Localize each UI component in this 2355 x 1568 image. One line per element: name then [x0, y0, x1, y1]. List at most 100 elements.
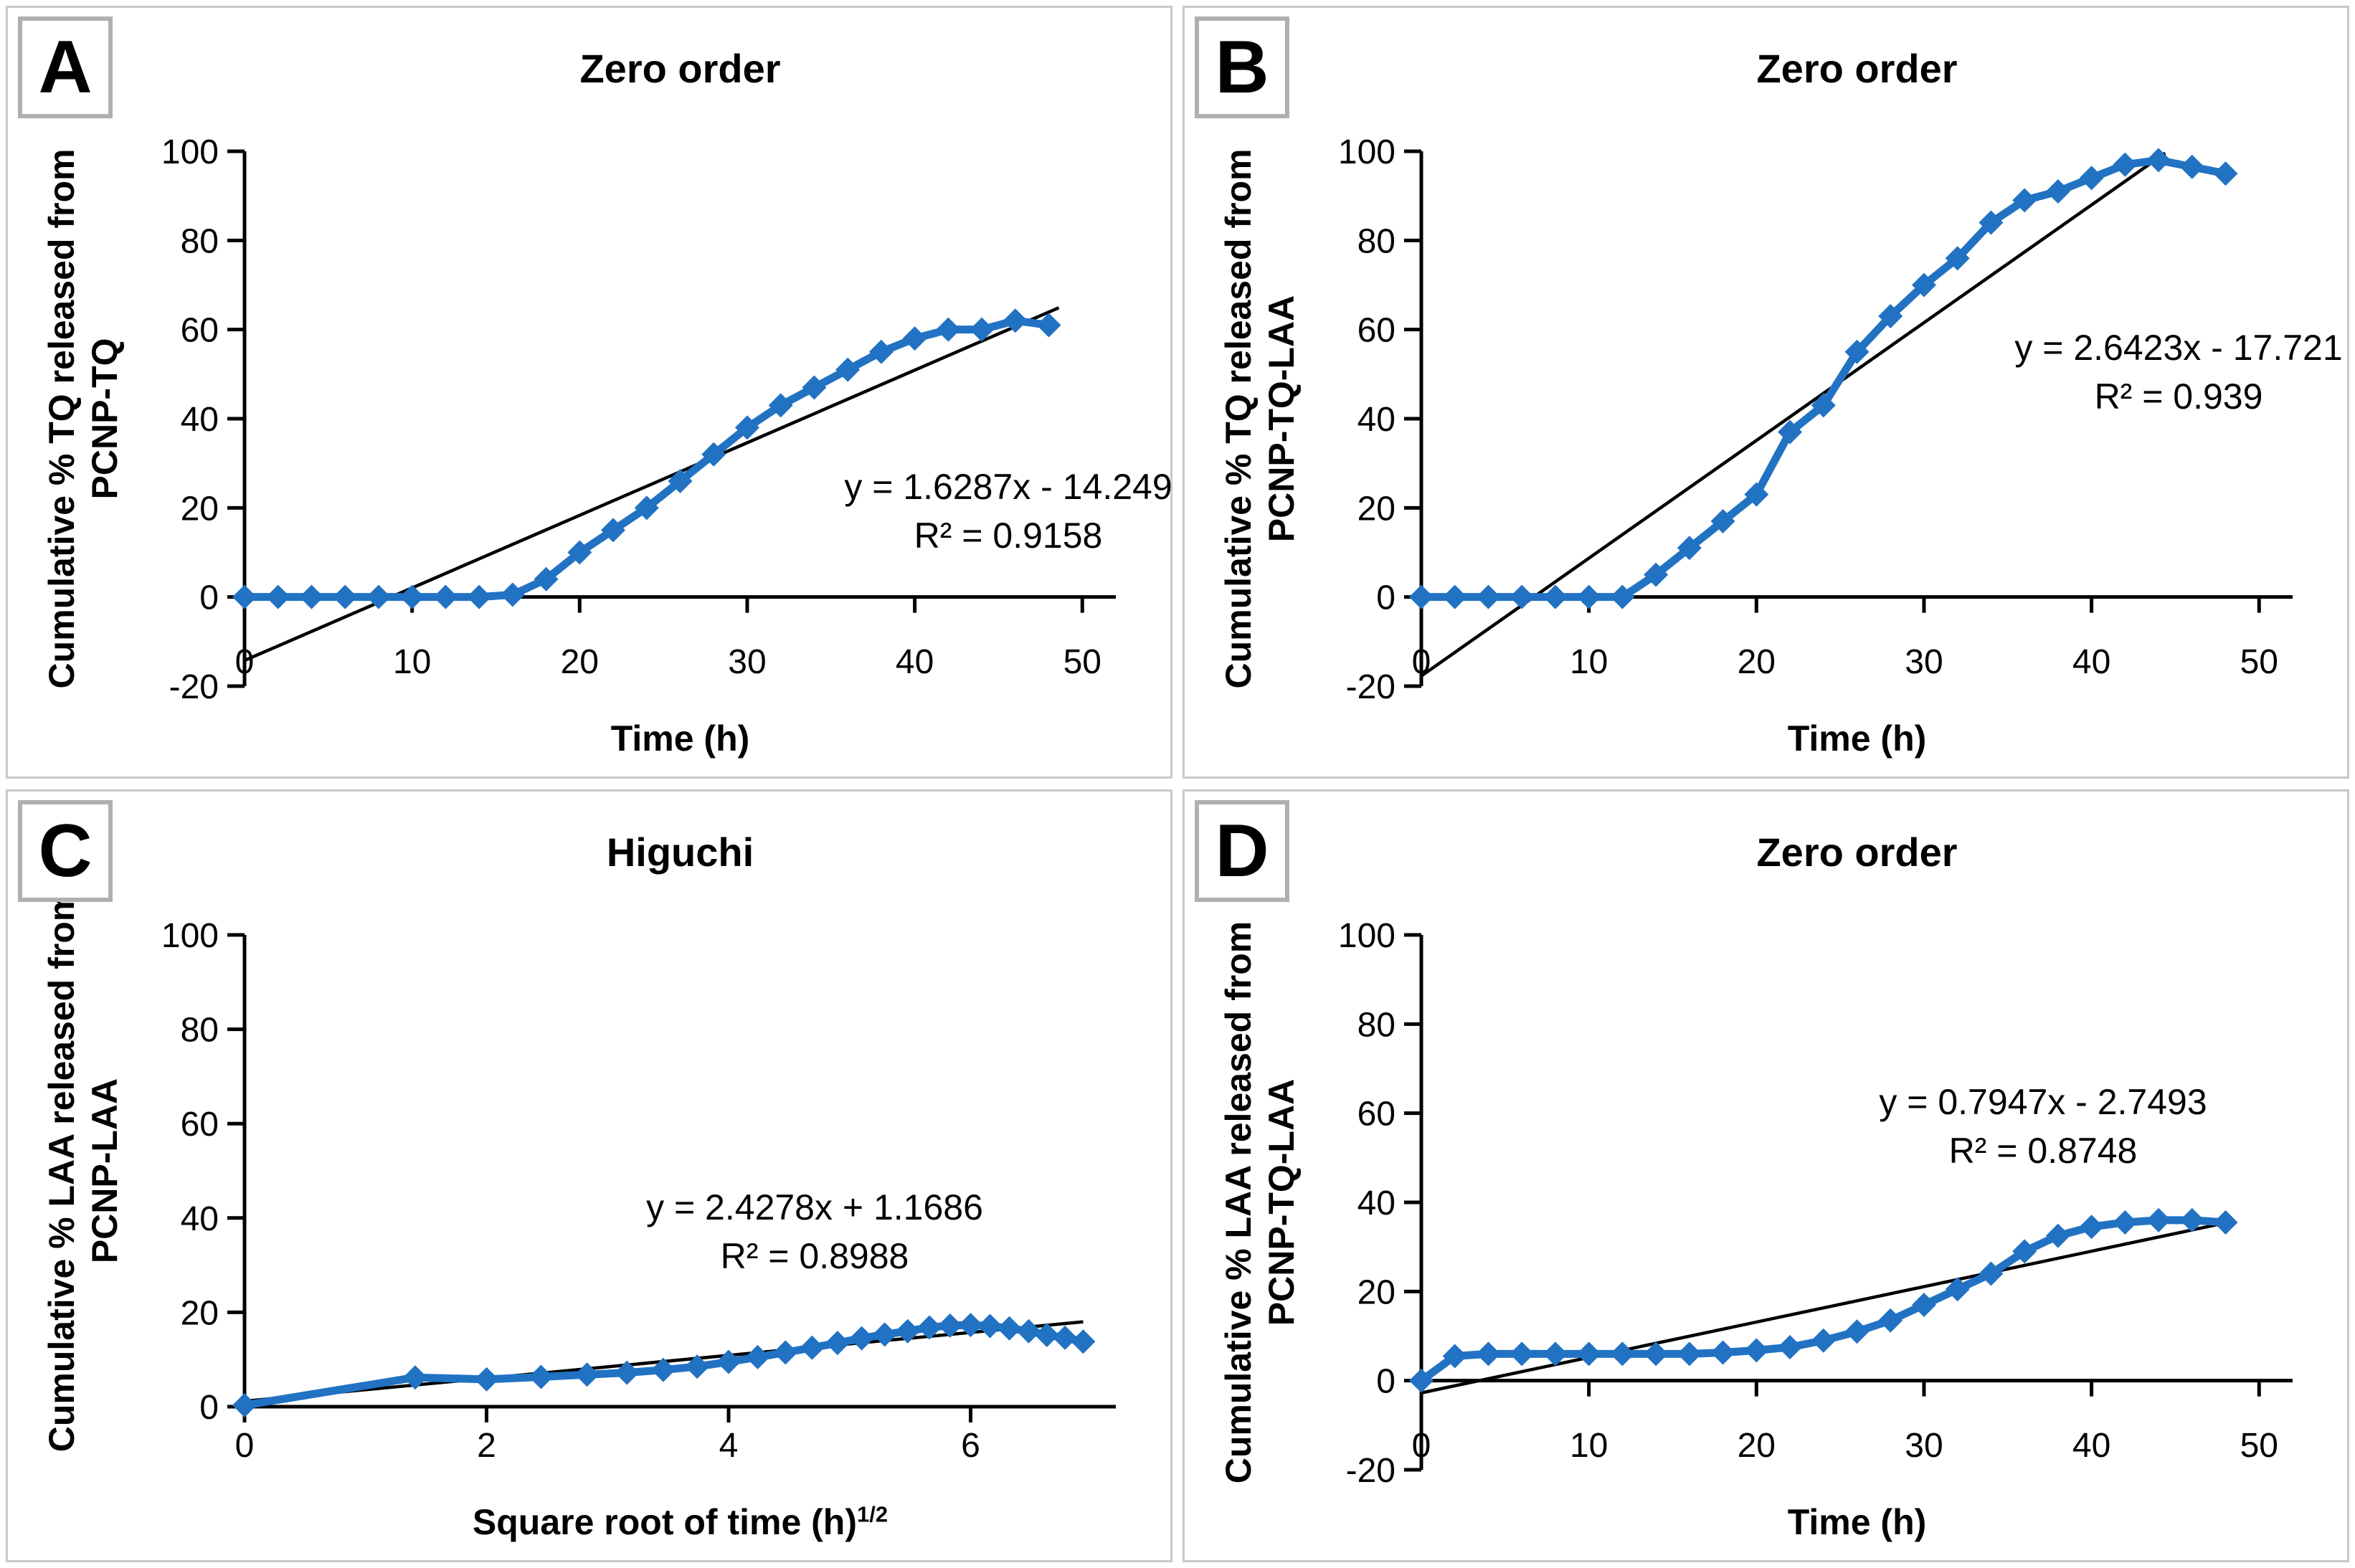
y-tick-label: 40 [1357, 1184, 1396, 1222]
y-tick-label: 20 [1357, 490, 1396, 528]
data-point [2213, 161, 2238, 186]
panel-letter: A [38, 26, 93, 109]
data-point [902, 326, 927, 351]
y-tick-label: -20 [169, 668, 219, 706]
data-point [265, 584, 290, 609]
panel-letter: B [1215, 26, 1269, 109]
y-tick-label: 20 [1357, 1273, 1396, 1311]
data-point [2146, 148, 2171, 173]
data-point [1442, 584, 1467, 609]
y-tick-label: 40 [181, 401, 219, 439]
data-point [1677, 1341, 1702, 1367]
data-point [1945, 246, 1970, 271]
data-point [1778, 419, 1803, 445]
x-tick-label: 0 [1412, 1427, 1431, 1465]
trendline-equation-D: y = 0.7947x - 2.7493 R² = 0.8748 [1792, 1078, 2294, 1175]
data-point [1945, 1277, 1970, 1302]
x-axis-title-text: Time (h) [1787, 1502, 1927, 1542]
y-tick-label: 80 [181, 222, 219, 260]
y-tick-label: 100 [161, 133, 219, 171]
data-point [1811, 1328, 1836, 1353]
data-point [1979, 210, 2004, 235]
data-point [768, 393, 793, 418]
equation-text: y = 2.4278x + 1.1686 [646, 1187, 983, 1227]
data-point [399, 584, 425, 609]
y-tick-label: 0 [199, 1389, 219, 1427]
x-axis-title-B: Time (h) [1421, 718, 2293, 759]
chart-title-C: Higuchi [606, 830, 754, 875]
data-point [958, 1313, 983, 1338]
data-point [997, 1316, 1022, 1341]
data-point [1543, 1341, 1568, 1367]
data-point [1844, 339, 1870, 364]
x-tick-label: 10 [1570, 1427, 1608, 1465]
data-point [1744, 482, 1769, 507]
data-point [299, 584, 324, 609]
data-point [2012, 188, 2037, 213]
x-tick-label: 40 [2072, 1427, 2110, 1465]
equation-text: y = 2.6423x - 17.721 [2014, 328, 2343, 368]
y-tick-label: 40 [181, 1200, 219, 1238]
x-tick-label: 0 [235, 643, 255, 681]
data-point [232, 1393, 257, 1418]
data-point [977, 1313, 1003, 1339]
chart-title-A: Zero order [579, 46, 781, 91]
r-squared-text: R² = 0.8988 [720, 1236, 909, 1276]
data-point [574, 1362, 600, 1387]
x-tick-label: 30 [1905, 643, 1943, 681]
x-tick-label: 20 [561, 643, 599, 681]
data-point [1710, 508, 1735, 533]
data-point [232, 584, 257, 609]
y-tick-label: 100 [1338, 133, 1396, 171]
data-point [615, 1360, 640, 1385]
y-tick-label: 20 [181, 1294, 219, 1332]
data-point [970, 317, 995, 342]
data-point [937, 1313, 962, 1338]
x-tick-label: 30 [1905, 1427, 1943, 1465]
y-tick-label: 60 [1357, 312, 1396, 350]
y-tick-label: 0 [199, 579, 219, 617]
data-point [917, 1315, 942, 1340]
data-point [1409, 1368, 1434, 1393]
trendline-equation-C: y = 2.4278x + 1.1686 R² = 0.8988 [564, 1183, 1066, 1280]
data-point [500, 582, 525, 607]
data-point [402, 1365, 427, 1390]
data-point [650, 1357, 676, 1382]
r-squared-text: R² = 0.939 [2094, 376, 2263, 417]
data-point [895, 1318, 920, 1344]
y-tick-label: -20 [1346, 668, 1396, 706]
data-point [868, 339, 894, 364]
panel-letter-badge-C: C [18, 800, 113, 902]
x-tick-label: 4 [719, 1427, 739, 1465]
x-tick-label: 40 [896, 643, 934, 681]
data-point [534, 566, 559, 591]
data-point [1710, 1340, 1735, 1365]
x-axis-title-text: Square root of time (h) [472, 1502, 857, 1542]
x-tick-label: 0 [235, 1427, 255, 1465]
x-tick-label: 30 [728, 643, 766, 681]
chart-title-D: Zero order [1756, 830, 1958, 875]
panel-B: B Zero order Cumulative % TQ released fr… [1183, 6, 2349, 779]
data-point [716, 1349, 741, 1374]
data-point [1576, 584, 1601, 609]
data-point [1543, 584, 1568, 609]
panel-C: C Higuchi Cumulative % LAA released from… [6, 789, 1172, 1562]
data-point [1071, 1329, 1096, 1354]
x-tick-label: 6 [961, 1427, 980, 1465]
data-point [1036, 313, 1061, 338]
data-point [433, 584, 458, 609]
data-point [2113, 152, 2138, 177]
x-tick-label: 10 [1570, 643, 1608, 681]
y-tick-label: 0 [1376, 579, 1396, 617]
data-series-line [1417, 1216, 2230, 1385]
r-squared-text: R² = 0.9158 [914, 515, 1103, 556]
trendline [1420, 151, 2166, 678]
data-point [2113, 1210, 2138, 1235]
y-tick-label: 20 [181, 490, 219, 528]
y-tick-label: 60 [181, 1106, 219, 1144]
data-point [1644, 1341, 1669, 1367]
y-tick-label: 40 [1357, 401, 1396, 439]
data-point [1610, 584, 1635, 609]
x-tick-label: 2 [477, 1427, 496, 1465]
